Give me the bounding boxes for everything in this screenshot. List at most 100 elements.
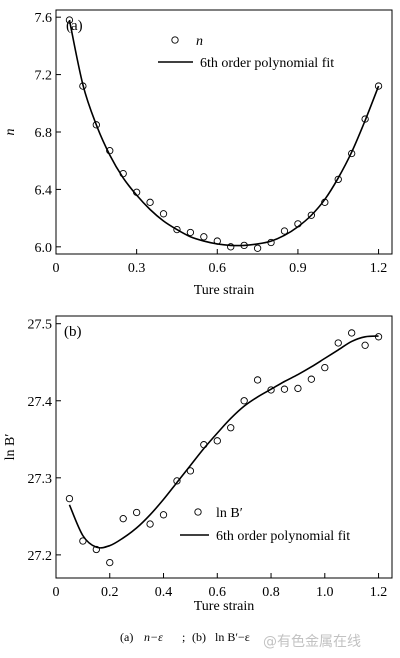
plot-frame-a: [55, 9, 393, 255]
y-tick-label-a: 6.0: [35, 241, 53, 256]
data-point-b: [374, 333, 383, 341]
data-point-b: [186, 467, 195, 475]
data-point-b: [65, 494, 74, 503]
data-point-a: [146, 198, 154, 206]
data-point-a: [267, 238, 275, 247]
data-point-a: [159, 210, 168, 218]
data-point-a: [321, 198, 329, 206]
y-tick-label-b: 27.5: [28, 318, 53, 333]
x-tick-label-a: 0.9: [289, 261, 307, 276]
y-tick-label-a: 7.2: [35, 69, 53, 84]
y-tick-label-b: 27.2: [28, 549, 53, 564]
data-point-b: [227, 424, 235, 432]
data-point-a: [213, 237, 221, 245]
data-point-a: [253, 244, 262, 252]
data-point-b: [132, 508, 141, 517]
legend-label-fit-b: 6th order polynomial fit: [216, 529, 350, 544]
y-tick-label-b: 27.3: [28, 472, 53, 487]
fit-line-a: [68, 19, 380, 247]
plot-frame-b: [55, 315, 393, 579]
chart-panel-b: (b) 0 0.2 0.4 0.6 0.8 1.0 1.227.227.327.427.5 …: [3, 315, 393, 614]
data-point-a: [361, 115, 369, 123]
fit-curve-b: [68, 335, 379, 549]
x-tick-label-b: 1.0: [316, 585, 334, 600]
panel-label-b: (b): [64, 324, 82, 340]
data-point-a: [106, 147, 114, 155]
data-point-b: [106, 558, 114, 567]
legend-label-n: n: [196, 34, 203, 49]
data-points-b: [65, 329, 383, 567]
x-axis-title-a: Ture strain: [194, 283, 255, 298]
data-point-b: [92, 545, 100, 554]
data-point-a: [186, 228, 195, 237]
x-axis-title-b: Ture strain: [194, 599, 255, 614]
x-tick-label-b: 0.2: [101, 585, 119, 600]
data-point-b: [253, 376, 262, 384]
caption-expr-a: n−ε: [144, 630, 163, 644]
data-point-a: [200, 233, 208, 241]
watermark: @有色金属在线: [263, 633, 361, 650]
data-point-a: [307, 211, 316, 219]
y-tick-label-a: 7.6: [35, 11, 53, 26]
x-tick-label-b: 0.4: [155, 585, 173, 600]
data-point-a: [334, 175, 342, 184]
data-point-a: [119, 169, 127, 178]
y-axis-title-a: n: [3, 129, 18, 136]
x-tick-label-b: 0: [53, 585, 60, 600]
data-point-b: [79, 537, 87, 545]
axis-ticks-a: 0 0.3 0.6 0.9 1.2 6.0 6.4 6.8 7.2 7.6: [35, 11, 388, 276]
x-tick-label-b: 0.8: [262, 585, 280, 600]
data-point-b: [213, 437, 221, 445]
legend-label-lnb: ln B′: [216, 506, 243, 521]
data-point-a: [227, 243, 235, 251]
legend-label-fit-a: 6th order polynomial fit: [200, 56, 334, 71]
data-point-a: [132, 188, 141, 196]
data-point-a: [348, 149, 356, 158]
x-tick-label-a: 1.2: [370, 261, 388, 276]
data-point-b: [307, 375, 316, 383]
data-point-a: [173, 225, 181, 234]
data-point-b: [280, 385, 289, 393]
panel-label-a: (a): [66, 18, 83, 34]
caption-separator: ;: [182, 630, 185, 644]
legend-b: ln B′ 6th order polynomial fit: [180, 506, 350, 544]
data-points-a: [65, 16, 383, 252]
data-point-a: [65, 16, 74, 24]
data-point-b: [267, 386, 275, 394]
x-tick-label-b: 0.6: [209, 585, 227, 600]
data-point-b: [159, 511, 168, 519]
x-tick-label-a: 0.6: [209, 261, 227, 276]
data-point-b: [361, 341, 369, 349]
data-point-b: [321, 363, 329, 372]
data-point-a: [294, 220, 302, 228]
figure-caption: (a) n−ε ; (b) ln B′−ε: [120, 630, 250, 644]
data-point-b: [173, 477, 181, 485]
fit-curve-a: [68, 19, 380, 247]
data-point-b: [294, 384, 302, 393]
data-point-a: [374, 82, 383, 90]
data-point-b: [348, 329, 356, 337]
data-point-a: [92, 121, 100, 129]
y-tick-label-a: 6.4: [35, 183, 53, 198]
chart-panel-a: (a) 0 0.3 0.6 0.9 1.2 6.0 6.4 6.8 7.2 7.6 Ture st…: [3, 9, 393, 298]
data-point-b: [119, 515, 127, 523]
fit-line-b: [68, 335, 379, 549]
x-tick-label-a: 0.3: [128, 261, 146, 276]
x-tick-label-b: 1.2: [370, 585, 388, 600]
y-axis-title-b: ln B′: [3, 434, 18, 461]
y-tick-label-b: 27.4: [28, 395, 53, 410]
data-point-a: [280, 227, 289, 235]
legend-a: n 6th order polynomial fit: [158, 34, 334, 71]
data-point-b: [200, 441, 208, 449]
x-tick-label-a: 0: [53, 261, 60, 276]
data-point-b: [334, 339, 342, 347]
caption-label-b: (b): [192, 630, 206, 644]
y-tick-label-a: 6.8: [35, 126, 53, 141]
legend-marker-circle-b: [194, 508, 202, 516]
caption-label-a: (a): [120, 630, 133, 644]
data-point-b: [146, 520, 154, 528]
axis-ticks-b: 0 0.2 0.4 0.6 0.8 1.0 1.2 27.2 27.3 27.4 27.5: [28, 318, 388, 600]
legend-marker-circle-a: [171, 36, 179, 44]
data-point-a: [240, 241, 248, 250]
